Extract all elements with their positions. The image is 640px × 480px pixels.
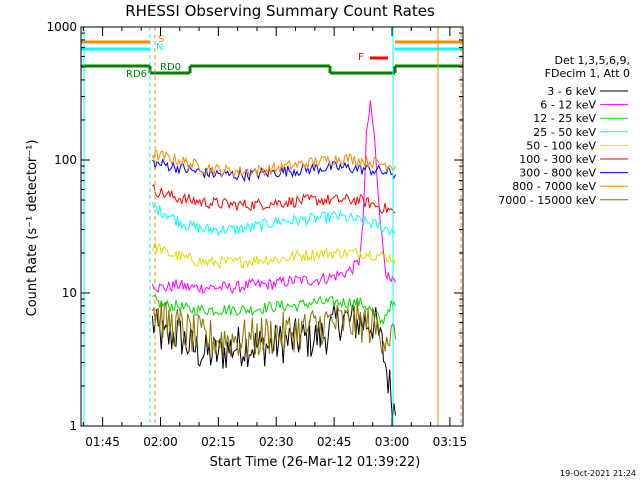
plot-data — [151, 100, 396, 422]
annotation-label: RD6 — [126, 69, 147, 80]
legend-label: 3 - 6 keV — [547, 85, 596, 98]
legend-label: 25 - 50 keV — [533, 126, 596, 139]
annotation-label: N — [156, 42, 163, 53]
series-line — [151, 149, 396, 179]
legend-header-line-2: FDecim 1, Att 0 — [545, 67, 630, 80]
x-tick-label: 01:45 — [85, 435, 120, 449]
x-tick-label: 02:30 — [259, 435, 294, 449]
y-axis-label: Count Rate (s⁻¹ detector⁻¹) — [25, 140, 40, 317]
series-line — [152, 158, 396, 183]
chart-title: RHESSI Observing Summary Count Rates — [125, 2, 435, 20]
legend-label: 800 - 7000 keV — [512, 180, 596, 193]
legend-label: 50 - 100 keV — [526, 139, 596, 152]
series-line — [152, 184, 396, 214]
x-axis-label: Start Time (26-Mar-12 01:39:22) — [210, 455, 421, 470]
x-tick-label: 02:15 — [201, 435, 236, 449]
legend-label: 12 - 25 keV — [533, 112, 596, 125]
y-tick-label: 1 — [69, 419, 77, 433]
series-line — [152, 294, 396, 325]
plot-annotations: SN RD0 RD6 F — [81, 27, 463, 426]
legend-label: 300 - 800 keV — [519, 167, 596, 180]
series-line — [151, 202, 396, 237]
x-tick-label: 03:15 — [433, 435, 468, 449]
series-line — [151, 242, 396, 270]
x-tick-label: 03:00 — [375, 435, 410, 449]
plot-frame — [80, 26, 464, 427]
x-tick-label: 02:45 — [317, 435, 352, 449]
legend-label: 100 - 300 keV — [519, 153, 596, 166]
series-line — [151, 100, 396, 295]
legend-header-line-1: Det 1,3,5,6,9, — [554, 54, 630, 67]
timestamp: 19-Oct-2021 21:24 — [560, 469, 636, 478]
legend-label: 7000 - 15000 keV — [498, 194, 596, 207]
series-line — [151, 301, 396, 357]
annotation-label: S — [158, 34, 164, 45]
y-axis-ticks: 1 10 100 1000 — [46, 20, 463, 433]
legend-label: 6 - 12 keV — [540, 99, 596, 112]
x-tick-label: 02:00 — [143, 435, 178, 449]
y-tick-label: 1000 — [46, 20, 77, 34]
annotation-label: RD0 — [160, 62, 181, 73]
x-axis-ticks: 01:45 02:00 02:15 02:30 02:45 03:00 03:15 — [82, 27, 468, 449]
y-tick-label: 10 — [62, 286, 77, 300]
annotation-label: F — [358, 52, 364, 63]
y-tick-label: 100 — [54, 153, 77, 167]
